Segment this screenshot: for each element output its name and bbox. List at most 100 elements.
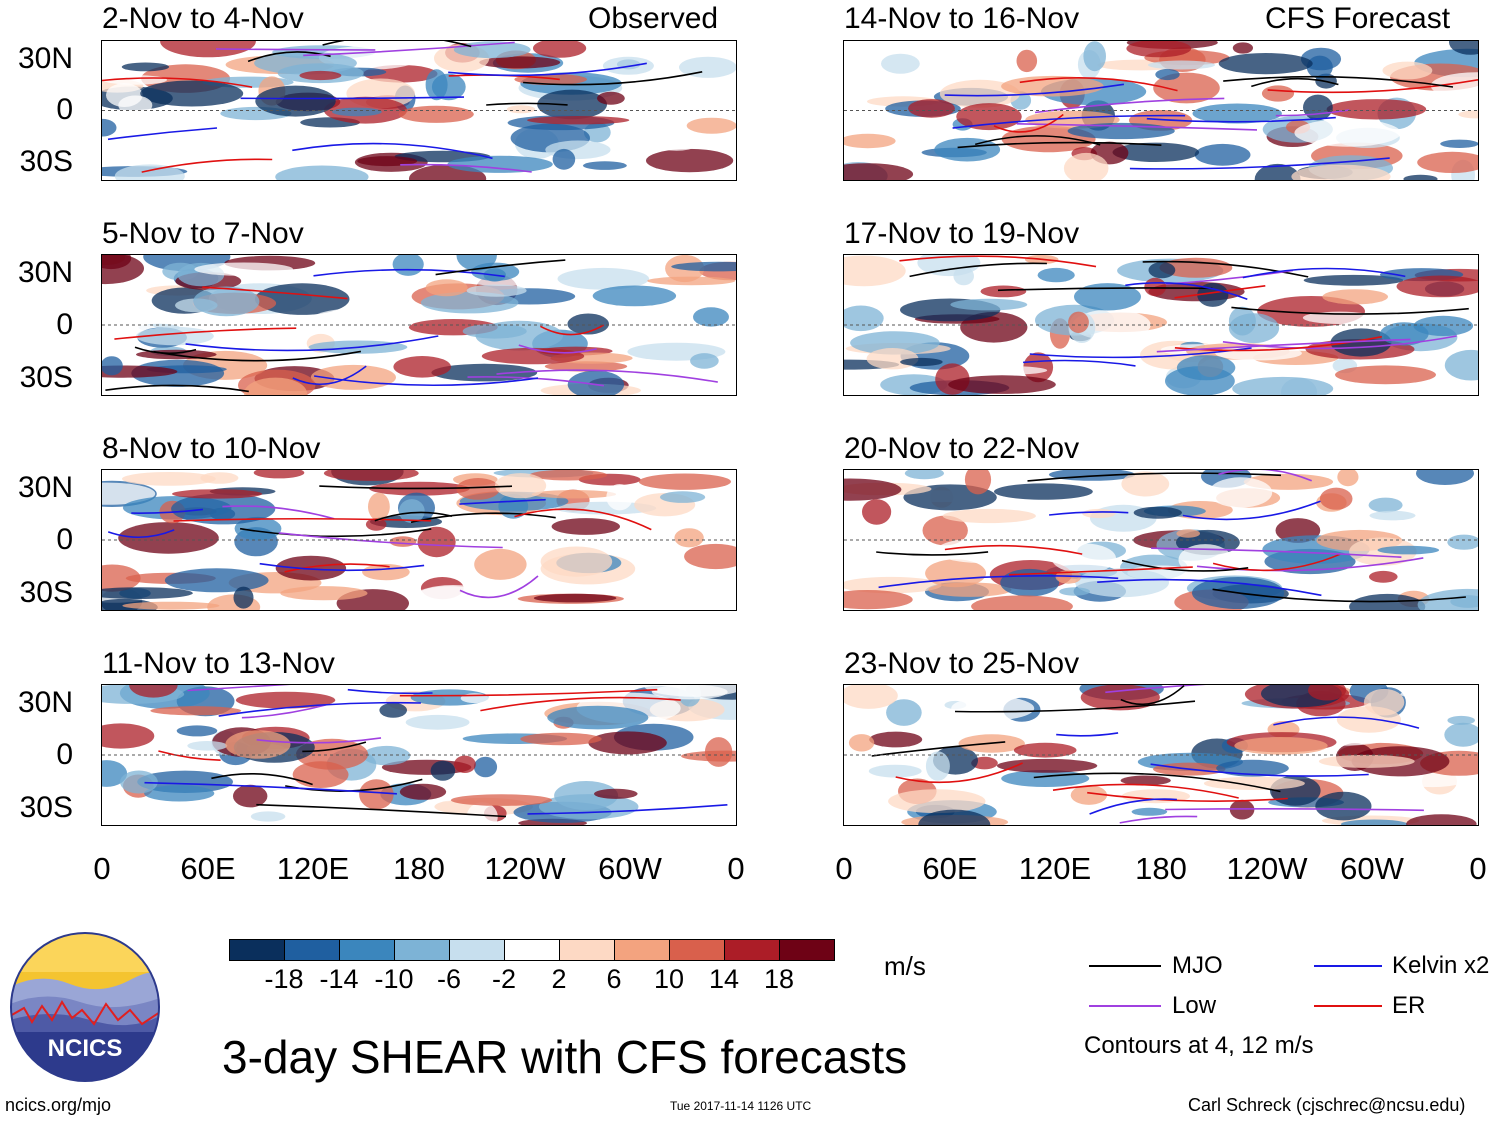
shear-blob — [1368, 497, 1403, 513]
contour-line — [448, 62, 647, 77]
shear-blob — [398, 105, 474, 123]
lon-label: 120W — [484, 851, 566, 886]
shear-blob — [1444, 722, 1478, 747]
shear-blob — [693, 307, 729, 327]
contour-line — [410, 512, 556, 524]
shear-blob — [868, 764, 922, 778]
shear-blob — [254, 283, 350, 315]
shear-blob — [466, 802, 498, 825]
contour-line — [202, 286, 348, 300]
shear-blob — [1400, 689, 1478, 700]
shear-blob — [1396, 275, 1478, 298]
shear-blob — [936, 538, 1024, 563]
shear-blob — [1228, 306, 1256, 336]
contour-line — [240, 96, 465, 100]
shear-blob — [102, 118, 117, 137]
lat-label-30n: 30N — [17, 42, 73, 75]
shear-map — [844, 255, 1478, 395]
shear-blob — [474, 548, 527, 580]
contour-line — [284, 563, 390, 573]
shear-blob — [1192, 103, 1282, 124]
map-panel — [843, 684, 1479, 826]
shear-blob — [164, 568, 269, 593]
shear-blob — [594, 788, 638, 799]
contour-line — [518, 344, 597, 354]
shear-blob — [193, 286, 260, 317]
shear-blob — [102, 356, 123, 376]
shear-blob — [1254, 163, 1301, 180]
shear-blob — [527, 116, 630, 125]
shear-blob — [679, 56, 736, 78]
shear-blob — [417, 526, 456, 558]
shear-blob — [544, 361, 628, 372]
shear-blob — [450, 794, 553, 806]
shear-blob — [647, 276, 736, 286]
shear-blob — [1261, 85, 1295, 102]
shear-blob — [537, 89, 607, 120]
contour-line — [185, 335, 439, 352]
lat-label-eq: 0 — [56, 523, 73, 556]
shear-blob — [552, 148, 576, 170]
shear-blob — [102, 255, 144, 285]
contour-note: Contours at 4, 12 m/s — [1084, 1032, 1314, 1059]
shear-blob — [1070, 785, 1108, 805]
shear-blob — [1369, 510, 1416, 521]
shear-map — [102, 685, 736, 825]
map-panel — [101, 40, 737, 181]
colorbar-label: -2 — [491, 964, 517, 994]
footer-url: ncics.org/mjo — [5, 1095, 112, 1115]
shear-blob — [540, 546, 613, 577]
contour-line — [997, 287, 1213, 292]
contour-line — [211, 772, 313, 786]
shear-blob — [399, 783, 447, 800]
shear-blob — [533, 41, 587, 58]
shear-blob — [703, 504, 734, 516]
lon-label: 60E — [922, 851, 978, 886]
contour-line — [141, 158, 273, 173]
shear-blob — [398, 499, 425, 524]
shear-blob — [299, 70, 342, 81]
shear-blob — [481, 347, 585, 365]
shear-blob — [942, 508, 1036, 524]
contour-line — [871, 741, 1006, 757]
shear-blob — [427, 336, 456, 363]
contour-line — [400, 163, 532, 173]
shear-blob — [681, 750, 736, 762]
shear-blob — [254, 51, 357, 75]
shear-blob — [160, 41, 256, 58]
colorbar-label: -18 — [264, 964, 304, 994]
contour-line — [1033, 772, 1281, 793]
shear-blob — [292, 761, 349, 788]
contour-line — [459, 575, 539, 599]
forecast-tag: CFS Forecast — [1265, 2, 1451, 35]
contour-line — [1016, 123, 1258, 131]
low-legend-label: Low — [1172, 992, 1217, 1019]
shear-blob — [1203, 776, 1305, 790]
colorbar-label: 2 — [551, 964, 567, 994]
contour-line — [954, 700, 1196, 713]
shear-blob — [1144, 277, 1167, 297]
lon-label: 180 — [393, 851, 445, 886]
contour-line — [241, 703, 328, 719]
lat-label-30n: 30N — [17, 686, 73, 719]
contour-line — [1129, 157, 1390, 170]
lon-label: 0 — [1469, 851, 1487, 886]
contour-line — [1049, 511, 1129, 516]
contour-line — [540, 324, 605, 336]
colorbar-swatch — [724, 939, 780, 961]
shear-blob — [684, 543, 736, 570]
shear-blob — [520, 732, 602, 746]
shear-blob — [964, 470, 992, 495]
contour-line — [173, 517, 432, 522]
map-panel — [101, 684, 737, 826]
contour-line — [1052, 783, 1239, 799]
lon-label: 120W — [1226, 851, 1308, 886]
observed-tag: Observed — [588, 2, 719, 35]
shear-blob — [129, 685, 178, 698]
contour-line — [459, 498, 546, 505]
contour-line — [1029, 347, 1252, 359]
er-legend-line — [1314, 1005, 1382, 1007]
contour-line — [187, 685, 290, 692]
shear-blob — [1449, 41, 1478, 55]
contour-line — [102, 77, 253, 88]
